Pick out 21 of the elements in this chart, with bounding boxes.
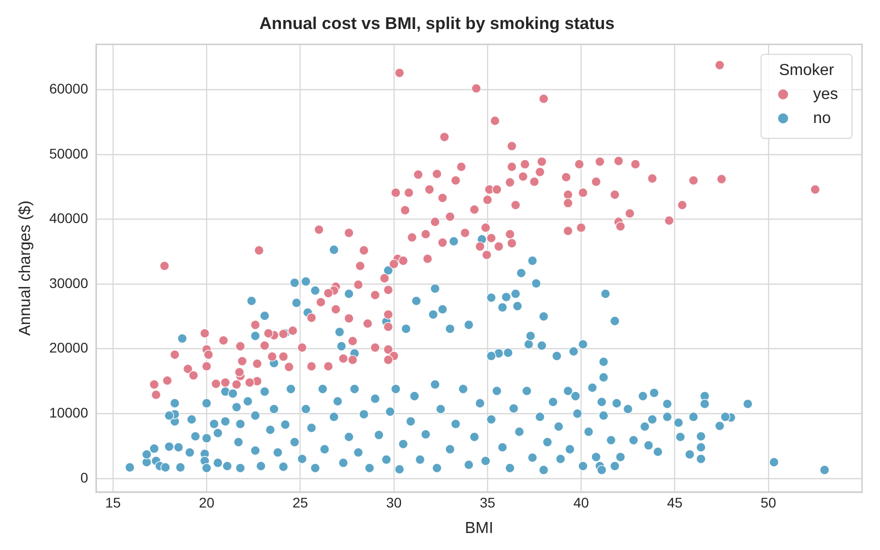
x-axis-title: BMI <box>464 520 494 537</box>
chart-title: Annual cost vs BMI, split by smoking status <box>259 14 615 33</box>
y-axis-title: Annual charges ($) <box>17 200 34 336</box>
y-tick-label: 30000 <box>49 274 88 291</box>
y-tick-label: 50000 <box>49 145 88 162</box>
y-tick-label: 0 <box>80 469 88 486</box>
y-tick-label: 20000 <box>49 340 88 356</box>
legend-label: yes <box>813 86 838 103</box>
legend-title: Smoker <box>778 62 835 79</box>
x-tick-label: 35 <box>480 494 496 510</box>
x-tick-label: 40 <box>573 494 590 510</box>
y-tick-label: 60000 <box>49 80 88 97</box>
x-tick-label: 20 <box>198 494 215 510</box>
legend-label: no <box>813 110 831 127</box>
y-tick-label: 40000 <box>49 210 88 226</box>
x-tick-label: 30 <box>386 494 402 510</box>
y-tick-label: 10000 <box>49 404 88 420</box>
x-tick-label: 45 <box>666 494 683 510</box>
x-tick-label: 50 <box>760 494 776 510</box>
x-tick-label: 25 <box>292 494 308 510</box>
x-tick-label: 15 <box>105 494 121 510</box>
